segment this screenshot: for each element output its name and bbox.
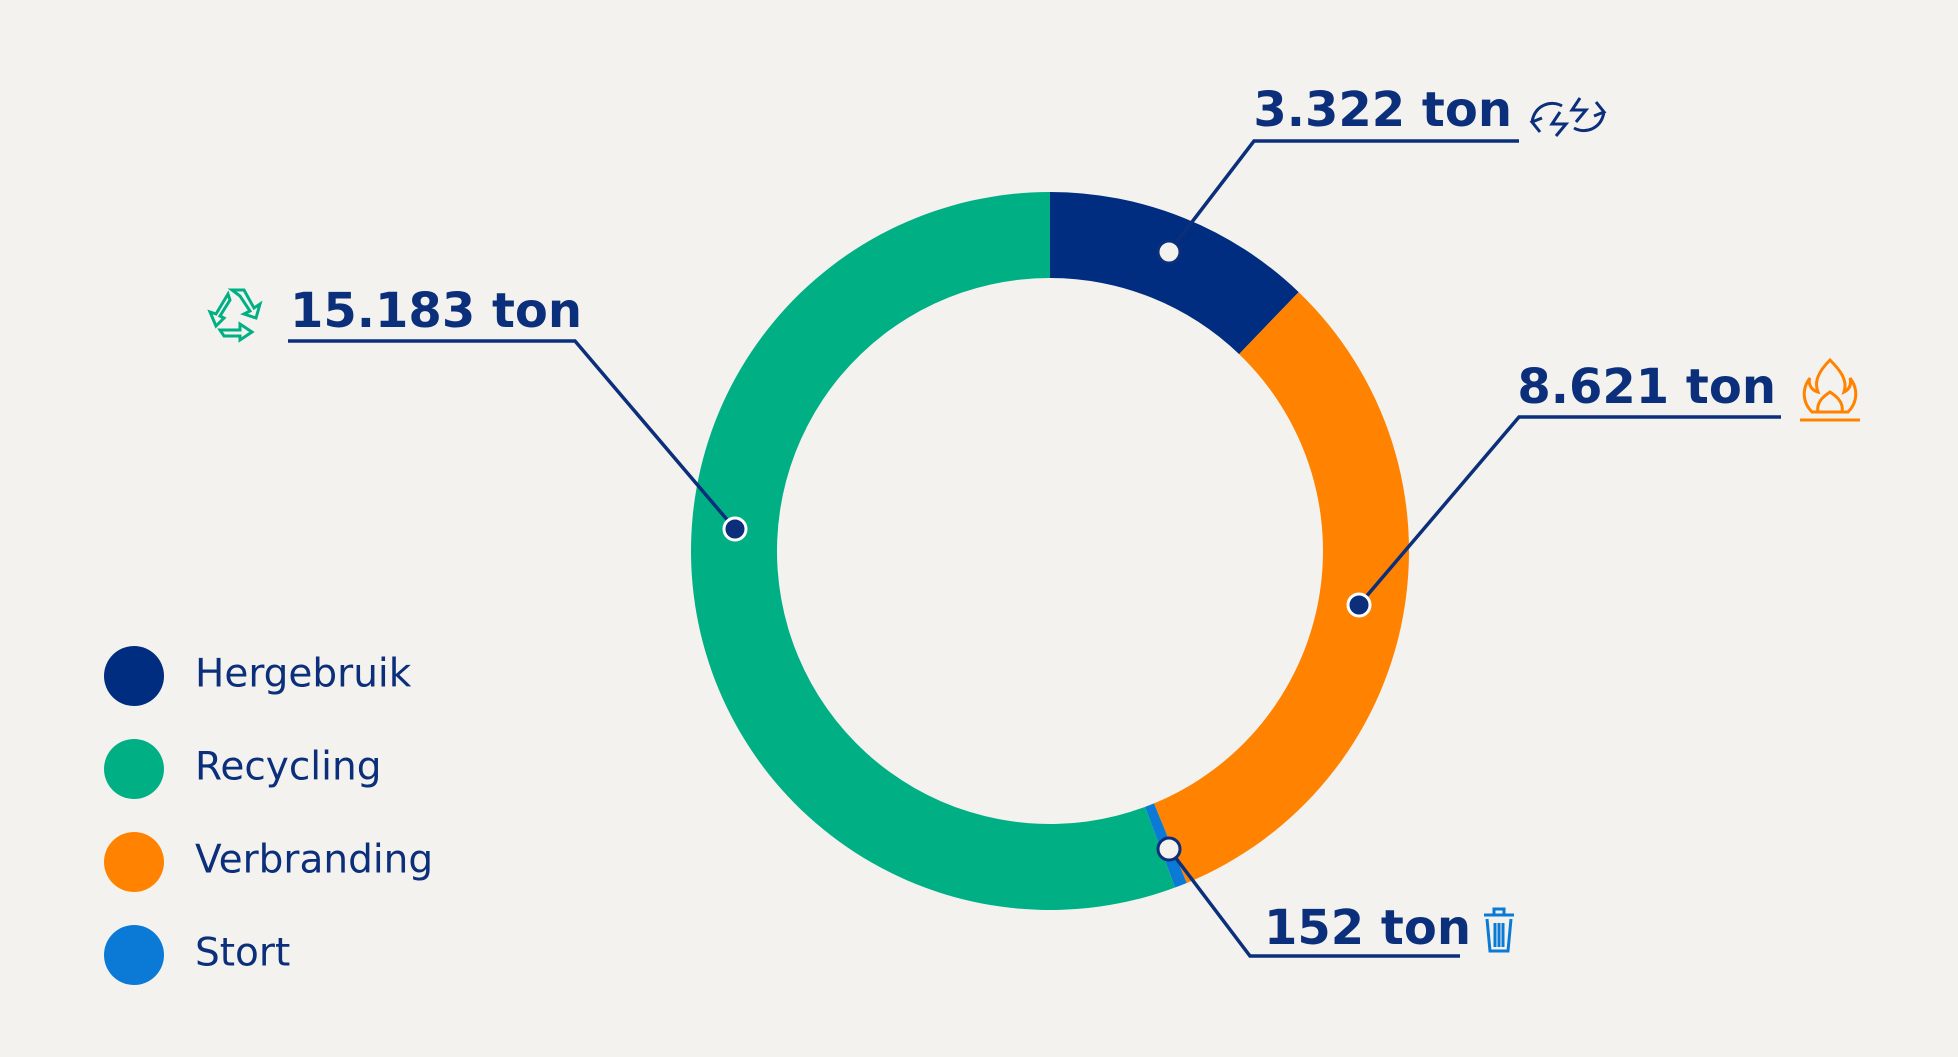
legend-swatch [104,739,164,799]
leader-dot [1346,592,1372,618]
donut-slice [1050,192,1299,355]
value-label: 152 ton [1264,900,1471,956]
reuse-icon [1529,97,1607,137]
legend-swatch [104,832,164,892]
leader-line [1357,415,1781,607]
value-label: 3.322 ton [1253,82,1512,138]
annotation: 8.621 ton [1346,357,1860,618]
leader-line [288,339,737,531]
legend-label: Verbranding [195,838,433,883]
leader-dot [1156,239,1182,265]
legend-swatch [104,646,164,706]
leader-line [1167,139,1519,254]
value-label: 15.183 ton [290,283,582,339]
bin-icon [1484,907,1514,953]
leader-dot [1156,836,1182,862]
donut-slice [1153,292,1409,883]
leader-dot [722,516,748,542]
annotation: 152 ton [1156,836,1514,958]
donut-slice [691,192,1176,910]
donut [691,192,1409,910]
legend-swatch [104,925,164,985]
annotation: 15.183 ton [207,283,748,542]
fire-icon [1800,357,1860,422]
legend-label: Stort [195,931,290,976]
leader-line [1167,847,1460,958]
recycle-icon [207,288,263,343]
annotation: 3.322 ton [1156,82,1607,265]
legend-label: Recycling [195,745,381,790]
value-label: 8.621 ton [1517,359,1776,415]
legend: Hergebruik Recycling Verbranding Stort [104,646,433,985]
legend-label: Hergebruik [195,652,412,697]
